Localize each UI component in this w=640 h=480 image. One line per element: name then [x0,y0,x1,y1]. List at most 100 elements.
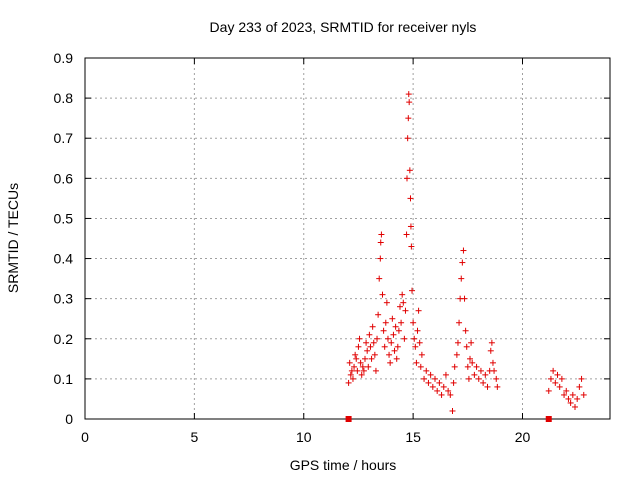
data-point [545,387,552,394]
data-point [360,367,367,374]
data-point [384,335,391,342]
data-point [482,371,489,378]
data-point [398,319,405,326]
data-point [480,379,487,386]
data-point [374,335,381,342]
data-point [377,239,384,246]
y-tick-label: 0.1 [54,371,74,387]
data-point [345,379,352,386]
data-point [464,363,471,370]
data-point [393,355,400,362]
y-tick-label: 0.6 [54,170,74,186]
data-point [372,367,379,374]
data-point [407,195,414,202]
data-point [376,275,383,282]
x-tick-label: 0 [81,429,89,445]
baseline-markers [345,416,552,422]
chart-title: Day 233 of 2023, SRMTID for receiver nyl… [210,19,477,35]
data-point [416,339,423,346]
data-point [467,355,473,362]
data-point [363,339,370,346]
y-tick-label: 0.9 [54,50,74,66]
data-point [465,375,472,382]
data-point [432,375,438,382]
x-tick-label: 5 [190,429,198,445]
data-point [405,115,412,122]
data-point [477,367,484,374]
data-point [547,375,554,382]
data-point [493,375,500,382]
data-point [410,319,417,326]
data-point [445,387,452,394]
data-point [554,371,561,378]
data-point [468,339,475,346]
data-point [409,287,416,294]
data-point [397,303,403,310]
y-tick-label: 0.3 [54,291,74,307]
data-point [576,383,583,390]
data-point [561,391,568,398]
data-point [440,383,447,390]
data-point [447,391,454,398]
data-point [364,347,371,354]
data-point [461,295,468,302]
y-tick-label: 0 [65,411,73,427]
data-point [421,375,428,382]
data-point [460,247,467,254]
data-point [450,379,457,386]
data-point [491,367,498,374]
data-point [550,367,557,374]
data-point [406,167,413,174]
data-point [356,335,363,342]
data-point [365,363,372,370]
data-point [458,275,465,282]
x-axis-label: GPS time / hours [290,457,397,473]
x-tick-label: 10 [296,429,312,445]
data-point [368,355,375,362]
data-point [375,311,382,318]
data-point [574,395,581,402]
data-point [387,359,394,366]
data-point [451,363,458,370]
data-point [475,375,482,382]
data-point [362,355,368,362]
data-point [484,383,491,390]
data-point [418,351,425,358]
data-point [402,307,409,314]
data-point [405,91,412,98]
data-point [406,99,413,106]
data-point [346,359,353,366]
data-point [487,347,494,354]
data-point [400,299,407,306]
data-point [411,335,418,342]
x-tick-label: 20 [515,429,531,445]
data-point [407,223,414,230]
data-point [366,331,373,338]
baseline-marker [345,416,352,422]
data-point [462,327,469,334]
data-point [370,339,377,346]
data-point [423,367,430,374]
data-point [438,391,445,398]
data-point [399,291,406,298]
data-point [395,327,402,334]
data-point [352,351,359,358]
plot-frame [84,57,611,420]
y-tick-label: 0.7 [54,130,74,146]
x-axis-ticks: 0 5 10 15 20 [81,58,530,445]
data-point [403,231,410,238]
data-point [414,327,421,334]
data-point [565,395,572,402]
data-point [404,175,410,182]
data-point [351,363,358,370]
y-axis-label: SRMTID / TECUs [5,183,21,293]
data-point [388,339,395,346]
data-point [412,343,419,350]
data-point [380,327,387,334]
data-point [417,363,424,370]
data-point [369,323,376,330]
data-point [367,343,374,350]
data-point [442,371,449,378]
data-point [556,383,563,390]
